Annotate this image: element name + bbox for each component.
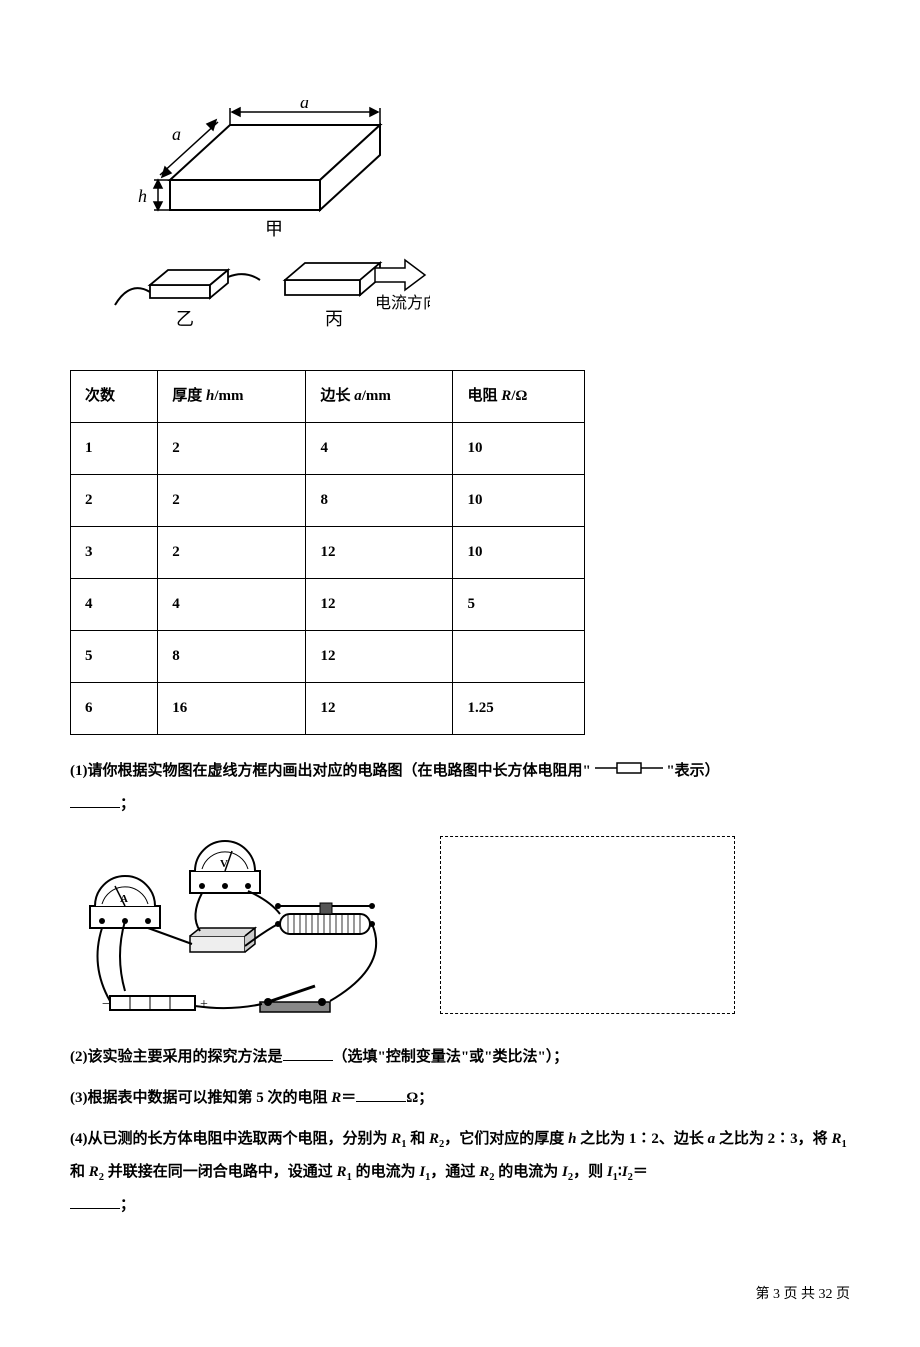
page-footer: 第 3 页 共 32 页 (70, 1282, 850, 1307)
circuit-row: A V (70, 836, 850, 1021)
circuit-apparatus-icon: A V (70, 836, 410, 1021)
data-table: 次数 厚度 h/mm 边长 a/mm 电阻 R/Ω 12410 22810 32… (70, 370, 585, 735)
label-a-top: a (300, 100, 309, 112)
table-row: 22810 (71, 475, 585, 527)
table-row: 12410 (71, 423, 585, 475)
table-row: 5812 (71, 631, 585, 683)
question-2: (2)该实验主要采用的探究方法是 （选填"控制变量法"或"类比法"）； (70, 1041, 850, 1074)
svg-text:V: V (220, 858, 228, 870)
label-yi: 乙 (176, 309, 194, 329)
col-header: 次数 (71, 371, 158, 423)
label-jia: 甲 (265, 219, 283, 239)
q2-text-a: (2)该实验主要采用的探究方法是 (70, 1049, 283, 1065)
svg-text:A: A (120, 893, 128, 905)
var-r: R (331, 1090, 341, 1106)
answer-dashed-box (440, 836, 735, 1014)
table-row: 321210 (71, 527, 585, 579)
table-header-row: 次数 厚度 h/mm 边长 a/mm 电阻 R/Ω (71, 371, 585, 423)
blank-line (70, 1194, 120, 1209)
col-header: 边长 a/mm (306, 371, 453, 423)
blank-line (283, 1046, 333, 1061)
q3-text-a: (3)根据表中数据可以推知第 5 次的电阻 (70, 1090, 331, 1106)
label-bing: 丙 (325, 309, 343, 329)
blank-line (356, 1087, 406, 1102)
q1-prefix: (1)请你根据实物图在虚线方框内画出对应的电路图（在电路图中长方体电阻用" (70, 763, 591, 779)
label-h: h (138, 186, 147, 206)
question-4: (4)从已测的长方体电阻中选取两个电阻，分别为 R1 和 R2，它们对应的厚度 … (70, 1123, 850, 1222)
table-row: 44125 (71, 579, 585, 631)
question-3: (3)根据表中数据可以推知第 5 次的电阻 R＝ Ω； (70, 1082, 850, 1115)
q3-unit: Ω； (406, 1090, 433, 1106)
q1-suffix: "表示） (666, 763, 719, 779)
col-header: 电阻 R/Ω (453, 371, 585, 423)
cuboid-diagram: a a h 甲 乙 (110, 100, 850, 350)
svg-text:+: + (200, 997, 208, 1012)
label-a-side: a (172, 124, 181, 144)
col-header: 厚度 h/mm (158, 371, 306, 423)
q2-text-b: （选填"控制变量法"或"类比法"）； (333, 1049, 569, 1065)
question-1: (1)请你根据实物图在虚线方框内画出对应的电路图（在电路图中长方体电阻用" "表… (70, 755, 850, 821)
table-row: 616121.25 (71, 683, 585, 735)
label-current: 电流方向 (375, 294, 430, 312)
q3-eq: ＝ (341, 1090, 356, 1106)
resistor-symbol-icon (595, 755, 663, 788)
blank-line (70, 793, 120, 808)
